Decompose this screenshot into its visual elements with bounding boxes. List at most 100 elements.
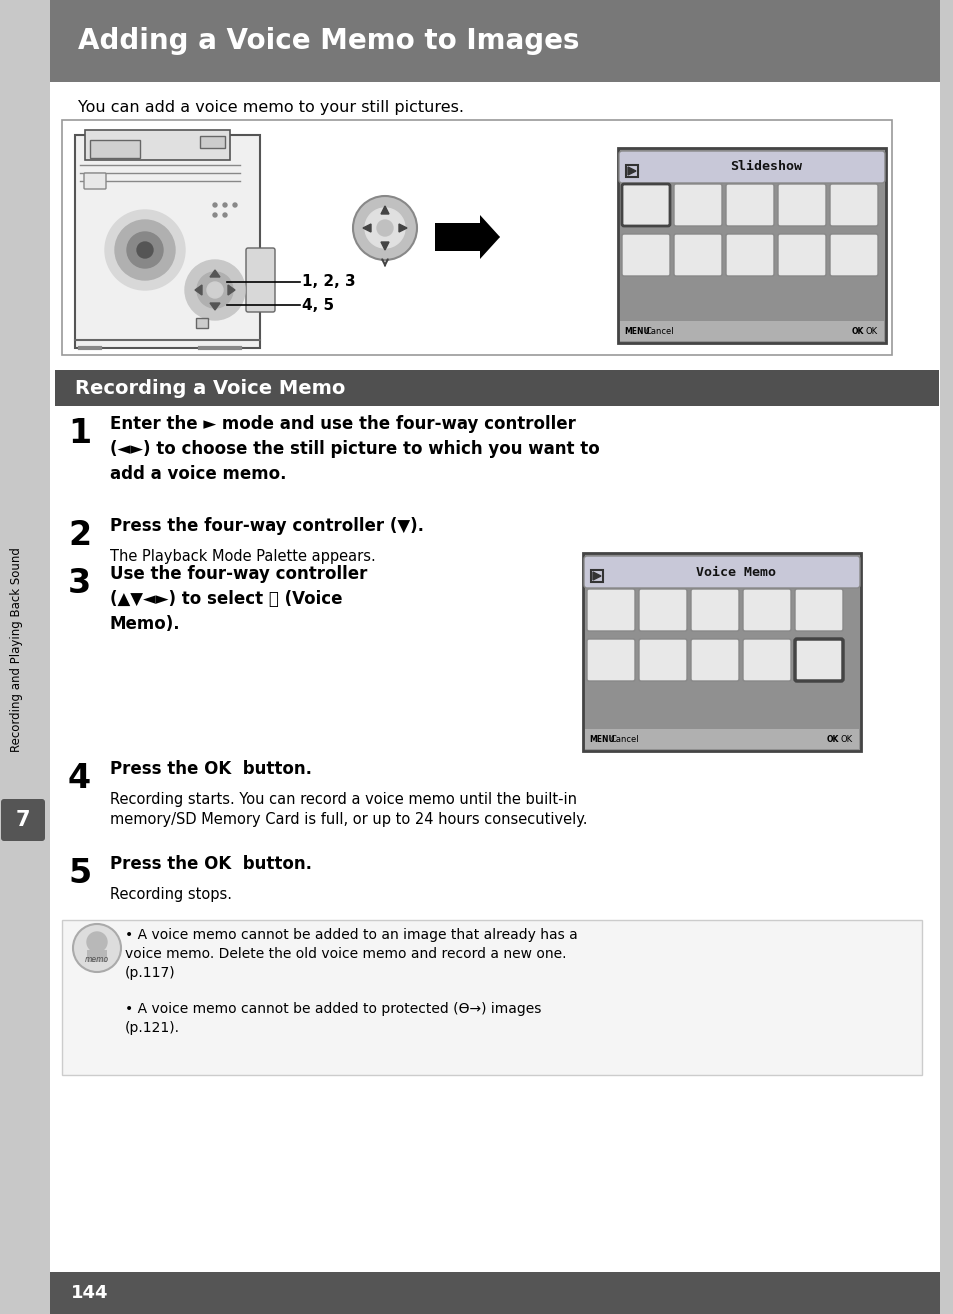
Bar bbox=[50, 0, 939, 81]
FancyBboxPatch shape bbox=[618, 151, 884, 183]
Polygon shape bbox=[435, 215, 499, 259]
Circle shape bbox=[137, 242, 152, 258]
Polygon shape bbox=[210, 304, 220, 310]
Circle shape bbox=[73, 924, 121, 972]
Bar bbox=[618, 148, 885, 343]
Text: OK: OK bbox=[865, 326, 877, 335]
Polygon shape bbox=[380, 206, 389, 214]
Text: Press the OK  button.: Press the OK button. bbox=[110, 759, 312, 778]
Text: 4, 5: 4, 5 bbox=[302, 297, 334, 313]
Text: OK: OK bbox=[826, 735, 839, 744]
FancyBboxPatch shape bbox=[583, 556, 859, 587]
Bar bbox=[619, 321, 883, 342]
Bar bbox=[582, 553, 861, 752]
FancyBboxPatch shape bbox=[829, 234, 877, 276]
Text: 4: 4 bbox=[68, 762, 91, 795]
Text: 1, 2, 3: 1, 2, 3 bbox=[302, 275, 355, 289]
Text: Adding a Voice Memo to Images: Adding a Voice Memo to Images bbox=[78, 28, 578, 55]
Text: Recording a Voice Memo: Recording a Voice Memo bbox=[75, 378, 345, 398]
FancyBboxPatch shape bbox=[778, 184, 825, 226]
Circle shape bbox=[207, 283, 223, 298]
FancyBboxPatch shape bbox=[246, 248, 274, 311]
Bar bbox=[582, 553, 861, 752]
FancyBboxPatch shape bbox=[794, 639, 842, 681]
Bar bbox=[200, 137, 225, 148]
FancyBboxPatch shape bbox=[690, 639, 739, 681]
Text: 144: 144 bbox=[71, 1284, 109, 1302]
Text: 7: 7 bbox=[16, 809, 30, 830]
Text: 2: 2 bbox=[68, 519, 91, 552]
Text: OK: OK bbox=[851, 326, 863, 335]
FancyBboxPatch shape bbox=[742, 589, 790, 631]
Bar bbox=[939, 0, 953, 1314]
Text: MENU: MENU bbox=[623, 326, 649, 335]
Circle shape bbox=[213, 202, 216, 208]
FancyBboxPatch shape bbox=[725, 234, 773, 276]
Text: • A voice memo cannot be added to an image that already has a
voice memo. Delete: • A voice memo cannot be added to an ima… bbox=[125, 928, 578, 980]
Circle shape bbox=[127, 233, 163, 268]
Circle shape bbox=[376, 219, 393, 237]
FancyBboxPatch shape bbox=[673, 234, 721, 276]
Bar bbox=[590, 570, 602, 582]
Text: 1: 1 bbox=[68, 417, 91, 449]
Bar bbox=[62, 920, 921, 1075]
Text: Recording stops.: Recording stops. bbox=[110, 887, 232, 901]
Text: 5: 5 bbox=[68, 857, 91, 890]
Text: Cancel: Cancel bbox=[645, 326, 674, 335]
Text: • A voice memo cannot be added to protected (Ө→) images
(p.121).: • A voice memo cannot be added to protec… bbox=[125, 1003, 540, 1035]
Polygon shape bbox=[593, 572, 600, 579]
Polygon shape bbox=[627, 167, 636, 175]
Bar bbox=[195, 318, 208, 328]
Bar bbox=[62, 120, 891, 355]
FancyBboxPatch shape bbox=[639, 639, 686, 681]
FancyBboxPatch shape bbox=[84, 173, 106, 189]
Polygon shape bbox=[75, 135, 260, 348]
FancyBboxPatch shape bbox=[1, 799, 45, 841]
Circle shape bbox=[223, 202, 227, 208]
Text: OK: OK bbox=[841, 735, 852, 744]
Polygon shape bbox=[228, 285, 234, 296]
Circle shape bbox=[185, 260, 245, 321]
FancyBboxPatch shape bbox=[586, 639, 635, 681]
Circle shape bbox=[353, 196, 416, 260]
Text: Slideshow: Slideshow bbox=[729, 160, 801, 173]
Bar bbox=[50, 1272, 939, 1314]
Bar bbox=[584, 729, 858, 749]
Text: Voice Memo: Voice Memo bbox=[696, 565, 775, 578]
Text: The Playback Mode Palette appears.: The Playback Mode Palette appears. bbox=[110, 549, 375, 564]
Bar bbox=[618, 148, 885, 343]
Bar bbox=[625, 166, 638, 177]
Text: Press the OK  button.: Press the OK button. bbox=[110, 855, 312, 872]
Bar bbox=[0, 0, 50, 1314]
Bar bbox=[55, 371, 938, 406]
FancyBboxPatch shape bbox=[778, 234, 825, 276]
FancyBboxPatch shape bbox=[690, 589, 739, 631]
FancyBboxPatch shape bbox=[586, 589, 635, 631]
Circle shape bbox=[196, 272, 233, 307]
Polygon shape bbox=[398, 223, 407, 233]
Text: Recording and Playing Back Sound: Recording and Playing Back Sound bbox=[10, 548, 24, 753]
FancyBboxPatch shape bbox=[639, 589, 686, 631]
Text: Use the four-way controller
(▲▼◄►) to select Ⓒ (Voice
Memo).: Use the four-way controller (▲▼◄►) to se… bbox=[110, 565, 367, 633]
FancyBboxPatch shape bbox=[829, 184, 877, 226]
FancyBboxPatch shape bbox=[621, 234, 669, 276]
Text: Enter the ► mode and use the four-way controller
(◄►) to choose the still pictur: Enter the ► mode and use the four-way co… bbox=[110, 415, 599, 484]
Polygon shape bbox=[85, 130, 230, 160]
Polygon shape bbox=[210, 269, 220, 277]
Text: memo: memo bbox=[85, 955, 109, 964]
FancyBboxPatch shape bbox=[621, 184, 669, 226]
Circle shape bbox=[223, 213, 227, 217]
Circle shape bbox=[105, 210, 185, 290]
Circle shape bbox=[115, 219, 174, 280]
Polygon shape bbox=[380, 242, 389, 250]
Bar bbox=[87, 950, 107, 962]
FancyBboxPatch shape bbox=[673, 184, 721, 226]
Polygon shape bbox=[194, 285, 202, 296]
Text: MENU: MENU bbox=[588, 735, 614, 744]
Text: You can add a voice memo to your still pictures.: You can add a voice memo to your still p… bbox=[78, 100, 463, 116]
Text: Recording starts. You can record a voice memo until the built-in
memory/SD Memor: Recording starts. You can record a voice… bbox=[110, 792, 587, 828]
Circle shape bbox=[233, 202, 236, 208]
Polygon shape bbox=[363, 223, 371, 233]
Text: Press the four-way controller (▼).: Press the four-way controller (▼). bbox=[110, 516, 423, 535]
Text: Cancel: Cancel bbox=[610, 735, 639, 744]
